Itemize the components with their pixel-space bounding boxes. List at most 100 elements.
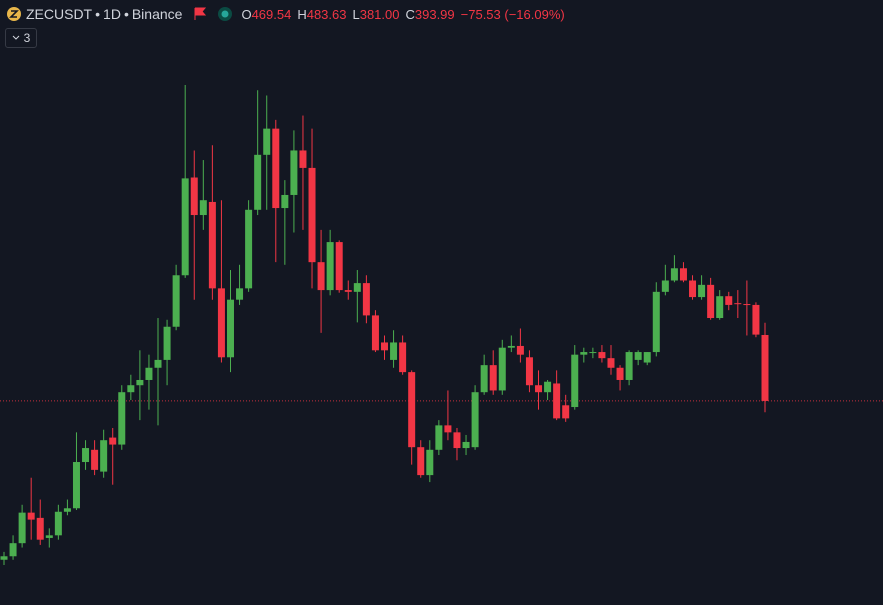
candle-body <box>435 425 443 450</box>
candle-body <box>18 512 26 544</box>
candle-body <box>181 178 189 276</box>
candle-body <box>317 262 325 291</box>
candle-body <box>127 385 135 393</box>
candle-body <box>381 342 388 351</box>
candle-body <box>91 449 99 470</box>
candle-body <box>480 365 488 393</box>
interval: 1D <box>103 6 121 22</box>
candle-body <box>199 200 207 216</box>
change: −75.53 (−16.09%) <box>460 6 565 22</box>
status-line: ZECUSDT • 1D • Binance O469.54 H483.63 L38… <box>6 4 568 24</box>
candle-body <box>172 275 180 327</box>
candle-body <box>553 383 561 419</box>
candle-body <box>752 304 760 335</box>
ohlc-value: 469.54 <box>251 6 292 22</box>
candle-body <box>616 367 624 380</box>
symbol: ZECUSDT <box>26 6 93 22</box>
ohlc-value: 393.99 <box>414 6 455 22</box>
indicators-toggle[interactable]: 3 <box>5 28 37 48</box>
candle-body <box>63 508 71 512</box>
candle-body <box>208 201 216 289</box>
candle-body <box>444 425 452 433</box>
ohlc-key: O <box>241 6 252 22</box>
candle-body <box>390 342 398 360</box>
candle-body <box>426 449 434 476</box>
candle-body <box>489 365 497 391</box>
candle-body <box>163 326 171 360</box>
candle-body <box>661 280 669 292</box>
flag-icon[interactable] <box>193 7 207 21</box>
candle-body <box>417 447 425 476</box>
ohlc-values: O469.54 H483.63 L381.00 C393.99 −75.53 (−16.… <box>241 7 564 22</box>
ohlc-key: H <box>297 6 307 22</box>
candle-body <box>290 150 298 195</box>
candle-body <box>507 345 515 348</box>
candle-body <box>689 280 697 298</box>
ohlc-value: 483.63 <box>306 6 347 22</box>
candle-body <box>190 177 198 216</box>
candle-body <box>217 288 225 358</box>
candle-body <box>236 288 244 300</box>
candle-body <box>226 299 234 358</box>
candle-body <box>743 304 751 306</box>
chevron <box>12 35 20 40</box>
ohlc-value: 381.00 <box>359 6 400 22</box>
candle-body <box>371 315 379 351</box>
candle-body <box>525 357 533 386</box>
candle-body <box>734 303 742 305</box>
candle-body <box>589 352 597 354</box>
candle-body <box>100 440 108 472</box>
candle-body <box>136 379 144 386</box>
candle-body <box>9 543 17 557</box>
candle-body <box>118 392 126 445</box>
market-status[interactable] <box>217 6 233 22</box>
candle-body <box>498 347 506 391</box>
candle-body <box>362 283 370 316</box>
candle-body <box>544 381 552 393</box>
candle-body <box>580 352 588 355</box>
ohlc-key: C <box>405 6 415 22</box>
separator: • <box>95 6 101 22</box>
candle-body <box>326 242 334 291</box>
candle-body <box>272 128 280 209</box>
candle-body <box>471 392 479 448</box>
separator: • <box>123 6 129 22</box>
candle-body <box>571 354 579 408</box>
candle-body <box>82 448 90 463</box>
candle-body <box>634 352 642 360</box>
candle-body <box>399 342 407 373</box>
candle-body <box>27 512 35 520</box>
candle-body <box>344 290 352 292</box>
ohlc-key: L <box>352 6 360 22</box>
indicators-count: 3 <box>23 31 31 45</box>
candle-body <box>516 345 524 355</box>
candle-body <box>698 284 706 298</box>
candle-body <box>453 432 461 449</box>
candle-body <box>145 367 153 380</box>
candle-body <box>707 284 715 319</box>
candle-body <box>598 352 606 359</box>
candle-body <box>535 385 543 393</box>
candle-body <box>45 535 53 538</box>
candle-body <box>607 358 615 368</box>
candle-body <box>716 296 724 319</box>
candle-body <box>154 359 162 368</box>
candle-body <box>353 283 361 292</box>
candle-body <box>761 335 769 401</box>
candle-body <box>670 268 678 281</box>
candle-body <box>109 437 117 445</box>
candle-body <box>652 291 660 353</box>
candle-body <box>462 441 470 449</box>
candle-body <box>36 517 44 540</box>
candle-body <box>562 405 570 419</box>
candle-body <box>679 268 687 281</box>
candle-body <box>335 242 343 291</box>
candle-body <box>625 352 633 380</box>
candle-body <box>299 150 307 168</box>
exchange: Binance <box>131 6 183 22</box>
candle-body <box>245 209 253 289</box>
coin-icon <box>7 7 21 21</box>
candle-body <box>725 296 733 305</box>
candle-body <box>308 167 316 263</box>
